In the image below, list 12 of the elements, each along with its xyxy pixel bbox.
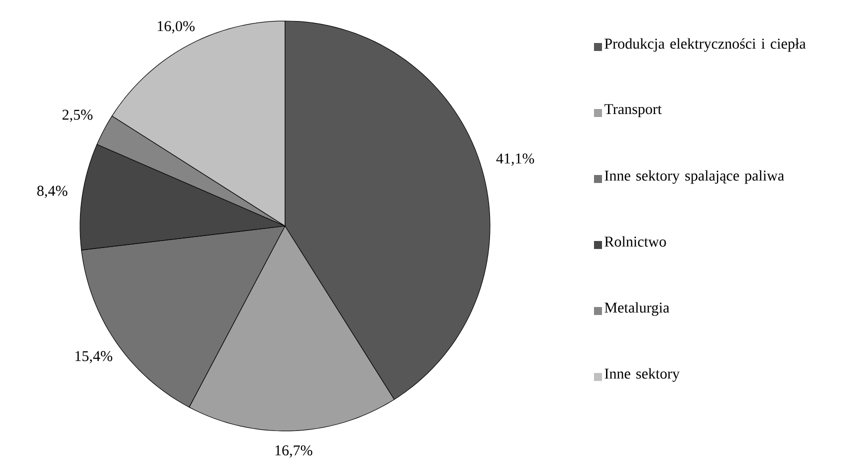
legend-label: Rolnictwo: [604, 236, 666, 247]
legend-label: Inne sektory: [604, 368, 680, 382]
legend-label: Metalurgia: [604, 302, 670, 316]
data-label: 16,7%: [275, 445, 312, 458]
data-label: 15,4%: [75, 351, 112, 364]
data-label: 2,5%: [62, 110, 92, 122]
legend-label: Produkcja elektryczności i ciepła: [604, 38, 806, 52]
legend-label: Inne sektory spalające paliwa: [604, 170, 784, 184]
data-label: 41,1%: [496, 153, 534, 166]
legend-label: Transport: [604, 104, 662, 118]
data-label: 16,0%: [158, 21, 195, 34]
data-label: 8,4%: [37, 186, 68, 198]
